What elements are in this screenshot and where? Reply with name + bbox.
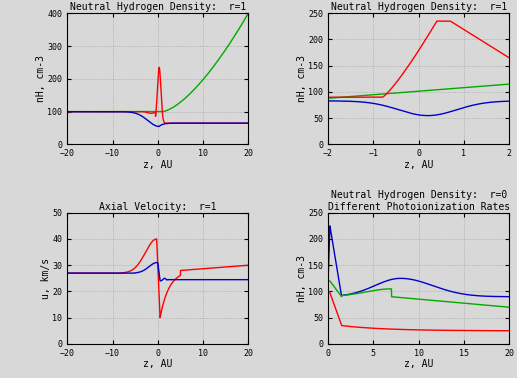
- Y-axis label: nH, cm-3: nH, cm-3: [297, 55, 307, 102]
- X-axis label: z, AU: z, AU: [404, 359, 433, 369]
- Title: Neutral Hydrogen Density:  r=1: Neutral Hydrogen Density: r=1: [330, 2, 507, 12]
- Y-axis label: nH, cm-3: nH, cm-3: [36, 55, 46, 102]
- X-axis label: z, AU: z, AU: [143, 359, 173, 369]
- Title: Neutral Hydrogen Density:  r=0
Different Photoionization Rates: Neutral Hydrogen Density: r=0 Different …: [328, 191, 510, 212]
- Y-axis label: nH, cm-3: nH, cm-3: [297, 255, 307, 302]
- X-axis label: z, AU: z, AU: [404, 160, 433, 170]
- Title: Neutral Hydrogen Density:  r=1: Neutral Hydrogen Density: r=1: [70, 2, 246, 12]
- Y-axis label: u, km/s: u, km/s: [41, 258, 51, 299]
- Title: Axial Velocity:  r=1: Axial Velocity: r=1: [99, 202, 217, 212]
- X-axis label: z, AU: z, AU: [143, 160, 173, 170]
